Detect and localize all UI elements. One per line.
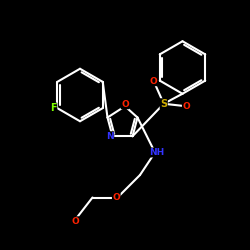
- Text: O: O: [112, 193, 120, 202]
- Text: O: O: [121, 100, 129, 109]
- Text: N: N: [106, 132, 114, 141]
- Text: O: O: [71, 217, 79, 226]
- Text: NH: NH: [148, 148, 164, 157]
- Text: O: O: [150, 77, 158, 86]
- Text: O: O: [182, 102, 190, 111]
- Text: F: F: [50, 103, 57, 113]
- Text: S: S: [160, 99, 167, 109]
